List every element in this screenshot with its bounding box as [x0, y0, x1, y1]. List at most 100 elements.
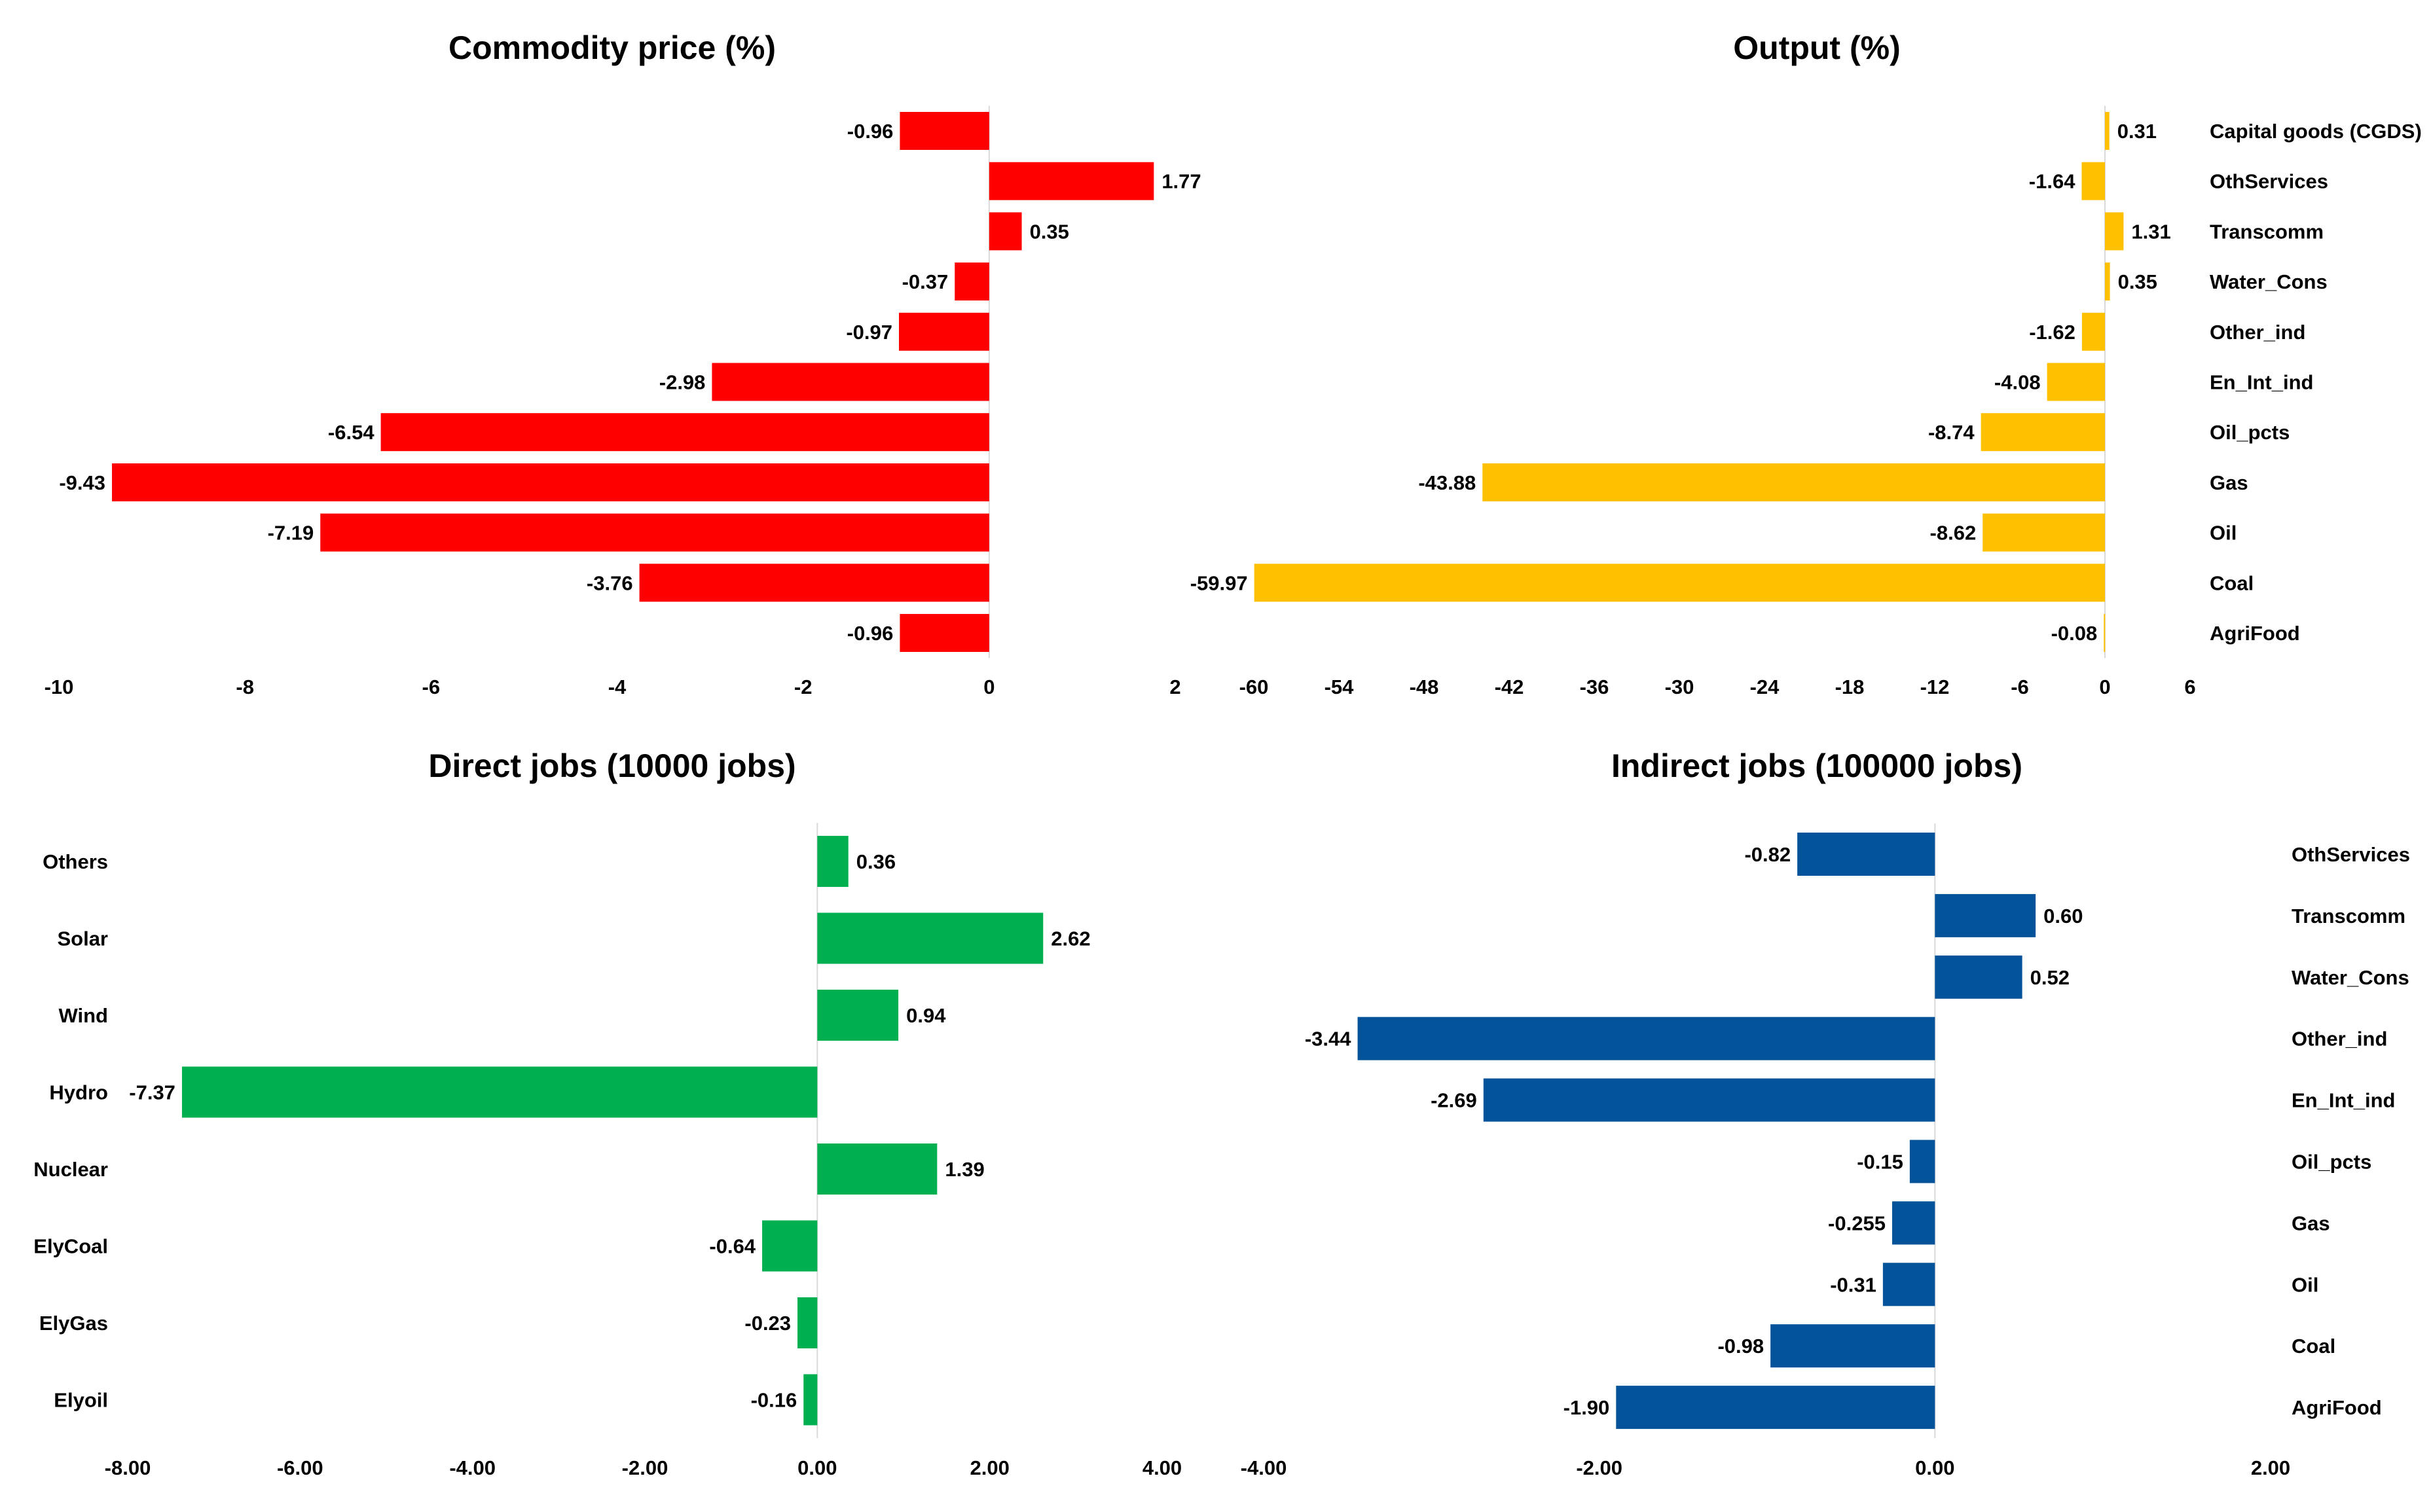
direct-bar	[817, 836, 849, 887]
direct-tick-label: -8.00	[105, 1456, 151, 1479]
commodity-value-label: -3.76	[587, 571, 633, 594]
output-value-label: 0.31	[2117, 120, 2157, 143]
indirect-bar	[1357, 1017, 1935, 1060]
direct-category-label: Elyoil	[54, 1389, 108, 1412]
output-category-label: AgriFood	[2210, 622, 2300, 645]
commodity-value-label: -2.98	[659, 371, 706, 394]
indirect-category-label: OthServices	[2292, 843, 2410, 866]
output-tick-label: -24	[1750, 675, 1780, 698]
indirect-category-label: Oil	[2292, 1273, 2318, 1296]
indirect-value-label: -0.15	[1857, 1151, 1903, 1174]
direct-bar	[817, 1143, 938, 1195]
output-bar	[1981, 413, 2105, 452]
output-bar	[2081, 162, 2105, 200]
output-tick-label: -42	[1495, 675, 1524, 698]
direct-bar	[797, 1297, 818, 1348]
output-tick-label: -12	[1920, 675, 1950, 698]
indirect-category-label: AgriFood	[2292, 1396, 2382, 1419]
commodity-bar	[320, 513, 989, 552]
output-tick-label: 6	[2184, 675, 2195, 698]
commodity-value-label: -6.54	[328, 421, 375, 444]
indirect-bar	[1909, 1140, 1935, 1183]
direct-category-label: Others	[43, 850, 108, 873]
output-chart-title: Output (%)	[1733, 29, 1900, 66]
direct-value-label: -0.23	[744, 1312, 791, 1335]
output-category-label: Gas	[2210, 471, 2248, 494]
commodity-chart-title: Commodity price (%)	[448, 29, 776, 66]
direct-value-label: 0.94	[906, 1004, 946, 1027]
direct-value-label: -0.16	[751, 1389, 797, 1412]
commodity-bar	[639, 564, 989, 602]
indirect-value-label: -0.82	[1744, 843, 1791, 866]
direct-tick-label: 4.00	[1142, 1456, 1182, 1479]
indirect-category-label: En_Int_ind	[2292, 1089, 2395, 1112]
indirect-bar	[1935, 893, 2036, 937]
indirect-bar	[1892, 1201, 1935, 1245]
commodity-tick-label: -8	[236, 675, 254, 698]
indirect-bar	[1770, 1324, 1935, 1368]
direct-tick-label: -2.00	[622, 1456, 668, 1479]
output-value-label: -1.62	[2029, 321, 2075, 344]
output-value-label: -4.08	[1994, 371, 2041, 394]
indirect-value-label: -1.90	[1563, 1396, 1610, 1419]
commodity-bar	[900, 112, 989, 150]
direct-bar	[181, 1066, 818, 1118]
output-bar	[1983, 513, 2105, 552]
output-bar	[1482, 463, 2105, 501]
output-tick-label: -48	[1410, 675, 1439, 698]
output-value-label: -0.08	[2051, 622, 2098, 645]
indirect-category-label: Water_Cons	[2292, 966, 2409, 989]
direct-value-label: 1.39	[945, 1158, 984, 1181]
indirect-value-label: -3.44	[1305, 1028, 1351, 1051]
commodity-bar	[712, 363, 989, 401]
commodity-value-label: 0.35	[1030, 220, 1069, 243]
output-value-label: 1.31	[2131, 220, 2170, 243]
indirect-category-label: Transcomm	[2292, 905, 2405, 927]
output-category-label: Oil	[2210, 522, 2237, 545]
output-category-label: En_Int_ind	[2210, 371, 2313, 394]
indirect-tick-label: -4.00	[1241, 1456, 1287, 1479]
commodity-bar	[111, 463, 989, 501]
direct-category-label: Wind	[59, 1004, 108, 1027]
direct-bar	[817, 912, 1044, 964]
output-bar	[2105, 262, 2110, 301]
indirect-tick-label: 2.00	[2251, 1456, 2290, 1479]
commodity-value-label: -0.96	[847, 120, 894, 143]
indirect-value-label: -0.31	[1830, 1273, 1876, 1296]
direct-category-label: ElyCoal	[33, 1235, 108, 1258]
output-bar	[2081, 312, 2105, 351]
commodity-tick-label: -4	[608, 675, 627, 698]
output-value-label: 0.35	[2118, 270, 2157, 293]
commodity-tick-label: -10	[45, 675, 74, 698]
direct-category-label: Solar	[57, 927, 108, 950]
output-tick-label: -30	[1665, 675, 1694, 698]
output-tick-label: -6	[2011, 675, 2029, 698]
commodity-bar	[989, 212, 1022, 251]
output-value-label: -59.97	[1190, 571, 1248, 594]
commodity-value-label: -7.19	[268, 522, 314, 545]
output-category-label: OthServices	[2210, 170, 2328, 193]
output-category-label: Water_Cons	[2210, 270, 2328, 293]
output-value-label: -8.74	[1928, 421, 1975, 444]
indirect-category-label: Oil_pcts	[2292, 1151, 2371, 1174]
indirect-bar	[1882, 1263, 1935, 1306]
output-bar	[2105, 112, 2110, 150]
indirect-bar	[1616, 1386, 1935, 1430]
output-bar	[2105, 212, 2124, 251]
output-category-label: Other_ind	[2210, 321, 2305, 344]
indirect-bar	[1797, 833, 1935, 876]
commodity-value-label: 1.77	[1161, 170, 1201, 193]
direct-tick-label: 0.00	[797, 1456, 837, 1479]
output-tick-label: -18	[1835, 675, 1865, 698]
indirect-value-label: -2.69	[1431, 1089, 1477, 1112]
output-tick-label: -60	[1239, 675, 1269, 698]
output-bar	[1254, 564, 2105, 602]
commodity-bar	[900, 614, 989, 652]
commodity-bar	[955, 262, 989, 301]
commodity-value-label: -0.97	[846, 321, 892, 344]
output-category-label: Oil_pcts	[2210, 421, 2290, 444]
indirect-category-label: Coal	[2292, 1335, 2335, 1358]
commodity-tick-label: -2	[794, 675, 813, 698]
indirect-bar	[1935, 955, 2022, 999]
